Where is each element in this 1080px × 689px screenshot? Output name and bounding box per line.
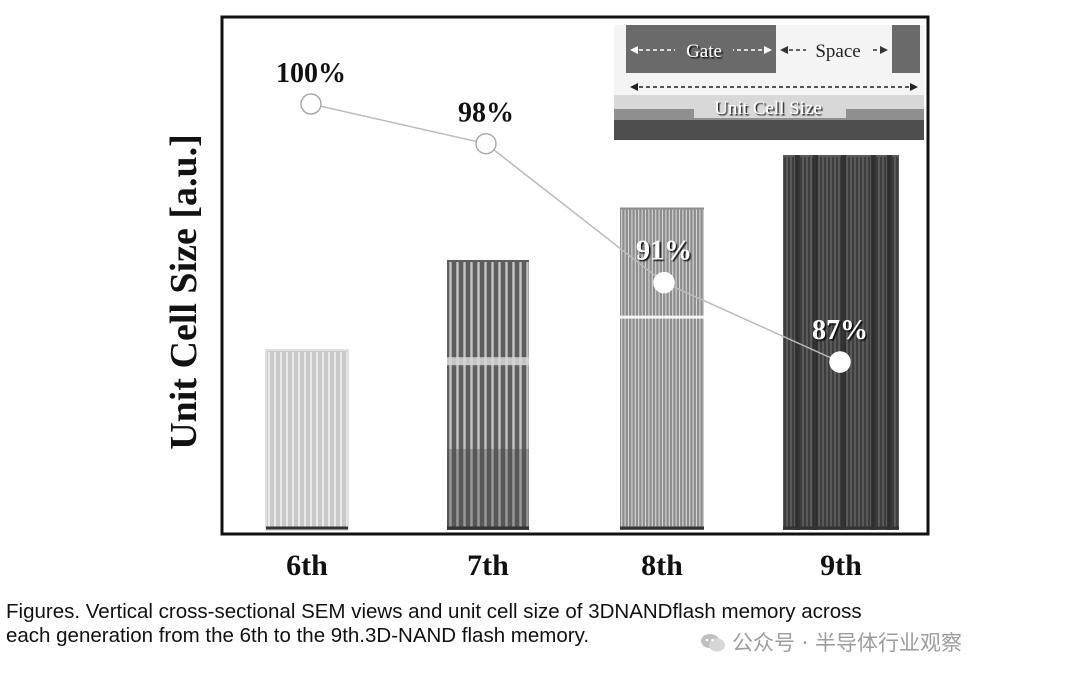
unit-label-bg bbox=[694, 96, 846, 118]
unit-label: Unit Cell Size bbox=[714, 98, 822, 119]
space-arrow-right-head bbox=[880, 46, 888, 54]
gate-label: Gate bbox=[686, 41, 722, 62]
bar-9th bbox=[783, 155, 899, 530]
space-label: Space bbox=[815, 41, 860, 62]
ticks-layer: 6th 7th 8th 9th bbox=[286, 549, 862, 582]
gate-arrow-right-head bbox=[764, 46, 772, 54]
bar-7th bbox=[447, 260, 529, 530]
space-label-bg bbox=[806, 39, 870, 61]
bar-6th bbox=[265, 349, 349, 531]
chart-svg: Unit Cell Size [a.u.] 100% 98% 91% 87% 6th 7… bbox=[163, 15, 930, 582]
point-9th bbox=[829, 351, 851, 373]
space-arrow-left-head bbox=[780, 46, 788, 54]
line-layer: 100% 98% 91% 87% bbox=[276, 58, 868, 373]
watermark-text: 公众号 · 半导体行业观察 bbox=[732, 631, 963, 655]
y-axis-label: Unit Cell Size [a.u.] bbox=[163, 134, 205, 450]
data-label-6th: 100% bbox=[276, 58, 346, 89]
gate-arrow-left-head bbox=[630, 46, 638, 54]
series-line bbox=[310, 103, 841, 363]
bars-layer bbox=[265, 155, 899, 531]
gate-label-bg bbox=[675, 39, 733, 61]
inset-gate-block-right bbox=[892, 25, 920, 73]
chart: Unit Cell Size [a.u.] 100% 98% 91% 87% 6th 7… bbox=[163, 15, 930, 582]
bar-body bbox=[447, 260, 529, 530]
inset-band-3 bbox=[614, 120, 924, 140]
bar-8th bbox=[620, 207, 704, 530]
x-tick-6th: 6th bbox=[286, 549, 328, 582]
point-7th bbox=[475, 132, 497, 155]
x-tick-8th: 8th bbox=[641, 549, 683, 582]
data-label-8th: 91% bbox=[636, 236, 692, 267]
data-label-7th: 98% bbox=[458, 98, 514, 129]
unit-arrow-left-head bbox=[630, 83, 638, 91]
watermark: 公众号 · 半导体行业观察 bbox=[700, 627, 962, 657]
caption-line-2: each generation from the 6th to the 9th.… bbox=[6, 624, 590, 647]
wechat-icon bbox=[701, 634, 725, 652]
point-8th bbox=[653, 271, 675, 294]
x-tick-7th: 7th bbox=[467, 549, 509, 582]
point-6th bbox=[300, 93, 322, 115]
figure-caption: Figures. Vertical cross-sectional SEM vi… bbox=[6, 600, 1074, 648]
x-tick-9th: 9th bbox=[820, 549, 862, 582]
data-label-9th: 87% bbox=[812, 315, 868, 346]
unit-arrow-right-head bbox=[910, 83, 918, 91]
inset-diagram: Gate Space Unit Cell Size bbox=[614, 25, 924, 140]
caption-line-1: Figures. Vertical cross-sectional SEM vi… bbox=[6, 600, 862, 623]
